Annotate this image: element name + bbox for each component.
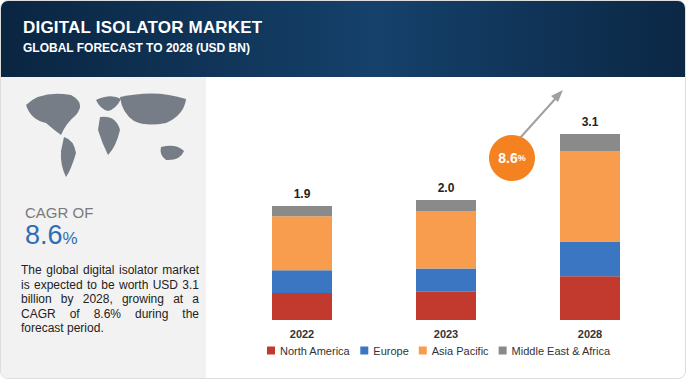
- svg-text:8.6: 8.6: [498, 150, 518, 166]
- svg-text:Europe: Europe: [373, 345, 408, 357]
- svg-text:2028: 2028: [578, 328, 602, 340]
- svg-text:Middle East & Africa: Middle East & Africa: [512, 345, 611, 357]
- svg-text:2023: 2023: [434, 328, 458, 340]
- html-text:DIGITAL ISOLATOR MARKET: DIGITAL ISOLATOR MARKET: [23, 18, 263, 37]
- svg-text:Asia Pacific: Asia Pacific: [432, 345, 489, 357]
- svg-text:%: %: [518, 153, 526, 163]
- html-text:The global digital isolator ma: The global digital isolator market is ex…: [21, 263, 199, 336]
- svg-text:1.9: 1.9: [294, 187, 311, 201]
- html-text:CAGR OF: CAGR OF: [25, 204, 94, 221]
- html-text:GLOBAL FORECAST TO 2028 (USD B: GLOBAL FORECAST TO 2028 (USD BN): [23, 41, 250, 55]
- svg-text:3.1: 3.1: [582, 115, 599, 129]
- svg-text:2022: 2022: [290, 328, 314, 340]
- svg-text:2.0: 2.0: [438, 181, 455, 195]
- svg-text:North America: North America: [280, 345, 351, 357]
- html-text:8.6%: 8.6%: [25, 220, 78, 250]
